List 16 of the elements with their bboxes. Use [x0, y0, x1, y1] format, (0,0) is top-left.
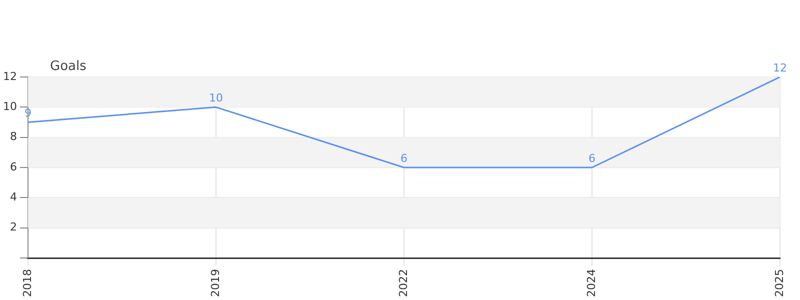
y-tick-label: 10 — [2, 100, 17, 114]
x-tick-label: 2025 — [772, 269, 786, 298]
x-tick-label: 2018 — [20, 269, 34, 298]
y-tick-label: 8 — [10, 130, 17, 144]
y-tick-label: 2 — [10, 220, 17, 234]
data-label: 6 — [588, 152, 596, 165]
data-label: 10 — [209, 92, 223, 105]
x-tick-label: 2024 — [584, 269, 598, 298]
y-tick-label: 6 — [10, 160, 17, 174]
data-label: 6 — [400, 152, 408, 165]
y-tick-label: 4 — [10, 190, 17, 204]
data-label: 12 — [773, 61, 787, 74]
x-tick-label: 2022 — [396, 269, 410, 298]
y-tick-label: 12 — [2, 70, 17, 83]
x-tick-label: 2019 — [208, 269, 222, 298]
y-axis-title: Goals — [50, 58, 87, 74]
